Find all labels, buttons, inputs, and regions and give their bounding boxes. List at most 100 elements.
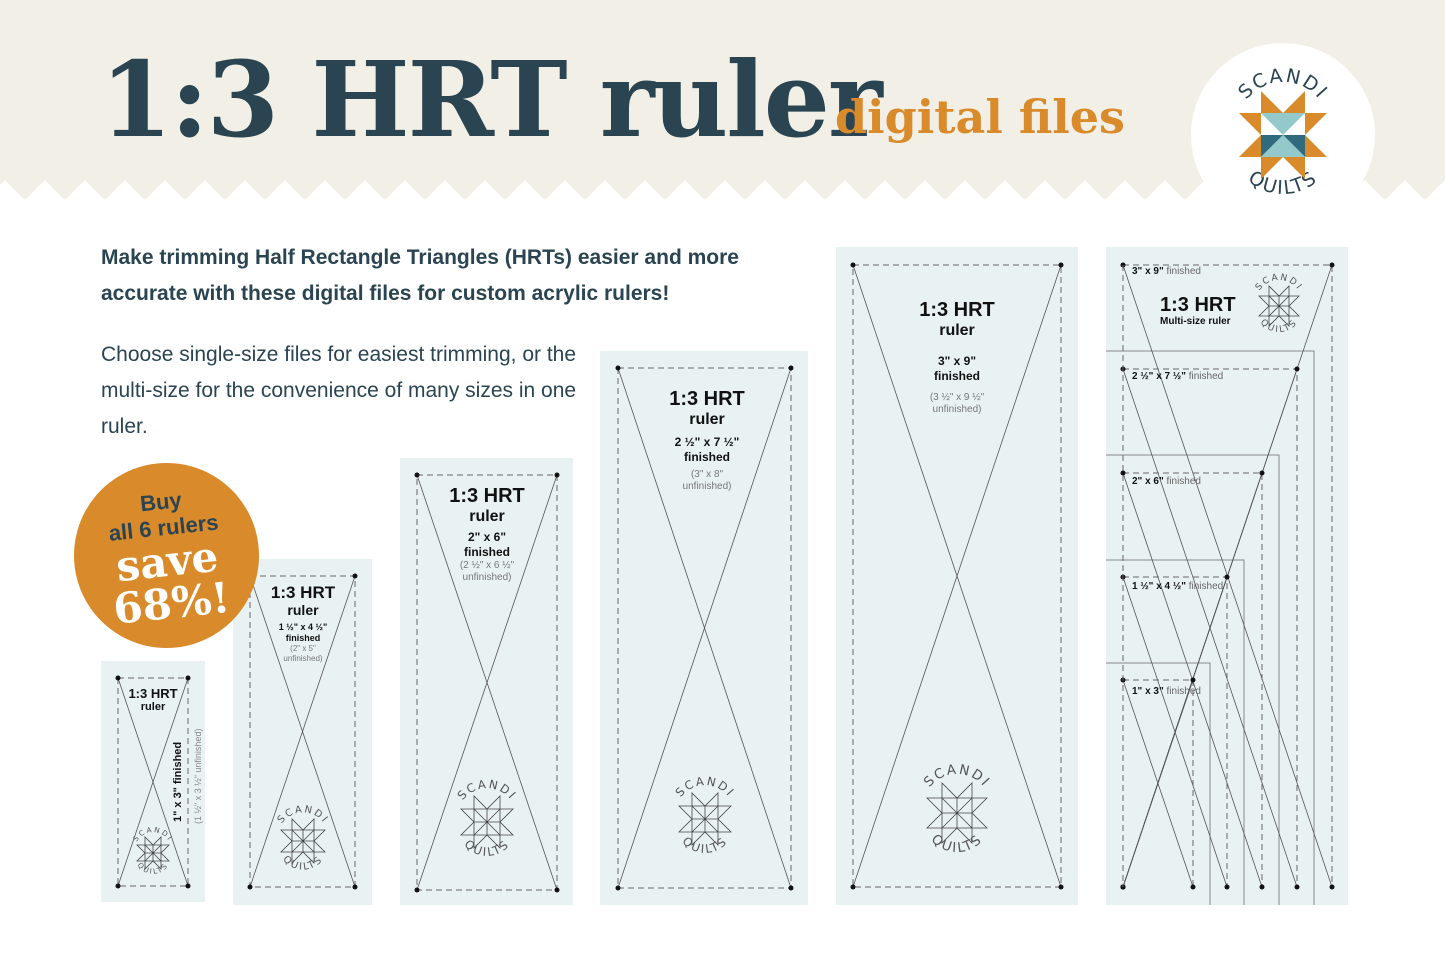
ruler-cut-line	[416, 474, 558, 891]
corner-dot	[1294, 366, 1300, 372]
ruler-diagonal	[416, 474, 558, 891]
corner-dot	[1329, 262, 1335, 268]
corner-dot	[615, 365, 621, 371]
scandi-quilts-logo-icon	[1258, 285, 1300, 327]
star-outline	[926, 782, 988, 844]
corner-dot	[1259, 470, 1265, 476]
corner-dot	[850, 262, 856, 268]
multi-size-label: 2 ½" x 7 ½" finished	[1132, 371, 1223, 382]
ruler-unfinished: (3 ½" x 9 ½"	[929, 392, 985, 403]
multi-title: 1:3 HRT	[1160, 294, 1236, 316]
logo-text-bottom: QUILTS	[462, 837, 513, 859]
corner-dot	[554, 472, 560, 478]
scandi-quilts-logo-icon	[136, 836, 170, 870]
star-point	[1283, 91, 1305, 113]
ruler-unfinished-label: unfinished)	[462, 572, 512, 583]
corner-dot	[185, 883, 191, 889]
star-point	[1261, 91, 1283, 113]
star-point	[1239, 135, 1261, 157]
finished-label: finished	[1166, 266, 1201, 277]
multi-size-label: 3" x 9" finished	[1132, 266, 1201, 277]
star-center	[1261, 135, 1305, 157]
ruler-finished-label: finished	[285, 633, 321, 643]
ruler-unfinished: (2" x 5"	[290, 644, 316, 653]
page-subtitle: digital files	[835, 90, 1125, 144]
corner-dot	[1190, 884, 1196, 890]
intro-lead: Make trimming Half Rectangle Triangles (…	[101, 246, 739, 305]
ruler-1-unfinished: (1 ½" x 3 ½" unfinished)	[193, 728, 203, 824]
multi-ruler-edge	[1106, 350, 1315, 905]
size: 1 ½" x 4 ½"	[1132, 581, 1186, 592]
corner-dot	[1259, 884, 1265, 890]
scandi-quilts-logo-icon	[678, 792, 732, 846]
size: 2 ½" x 7 ½"	[1132, 371, 1186, 382]
multi-size-label: 1 ½" x 4 ½" finished	[1132, 581, 1223, 592]
ruler-1-finished: 1" x 3" finished	[172, 741, 184, 822]
ruler-diagonal	[617, 367, 792, 889]
finished-label: finished	[1188, 371, 1224, 382]
ruler-title: 1:3 HRT	[449, 485, 525, 507]
ruler-2-label: 1:3 HRT ruler 1 ½" x 4 ½" finished (2" x…	[271, 584, 335, 664]
ruler-finished: 3" x 9"	[937, 354, 977, 368]
star-point	[1239, 113, 1261, 135]
corner-dot	[850, 884, 856, 890]
size: 3" x 9"	[1132, 266, 1164, 277]
multi-diagonal	[1122, 679, 1194, 888]
corner-dot	[615, 885, 621, 891]
corner-dot	[115, 675, 121, 681]
ruler-diagonal	[249, 575, 356, 888]
ruler-cut-line	[117, 677, 189, 887]
corner-dot	[1058, 262, 1064, 268]
ruler-finished-label: finished	[933, 369, 981, 383]
star-outline	[460, 795, 514, 849]
corner-dot	[352, 573, 358, 579]
star-outline	[136, 836, 170, 870]
corner-dot	[414, 887, 420, 893]
scandi-quilts-logo-icon	[926, 782, 988, 844]
ruler-finished: 1 ½" x 4 ½"	[278, 622, 328, 632]
corner-dot	[352, 884, 358, 890]
logo-text-bottom-path: QUILTS	[680, 834, 729, 856]
ruler-cut-line	[249, 575, 356, 888]
page-title: 1:3 HRT ruler	[100, 38, 883, 161]
ruler-unfinished: (3" x 8"	[690, 469, 724, 480]
corner-dot	[1190, 677, 1196, 683]
ruler-diagonal	[852, 264, 1062, 888]
star-point	[1305, 113, 1327, 135]
multi-cut-line	[1123, 264, 1333, 887]
corner-dot	[1329, 884, 1335, 890]
multi-sub: Multi-size ruler	[1160, 316, 1231, 327]
multi-ruler-edge	[1106, 662, 1211, 905]
ruler-sub: ruler	[469, 508, 505, 525]
ruler-title: 1:3 HRT	[128, 686, 178, 701]
ruler-unfinished: (2 ½" x 6 ½"	[459, 560, 515, 571]
finished-label: finished	[1166, 476, 1201, 487]
size: 2" x 6"	[1132, 476, 1164, 487]
intro-body: Choose single-size files for easiest tri…	[101, 343, 577, 438]
multi-cut-line	[1123, 472, 1263, 887]
ruler-sub: ruler	[287, 602, 319, 618]
star-outline	[280, 818, 326, 864]
corner-dot	[185, 675, 191, 681]
size: 1" x 3"	[1132, 686, 1164, 697]
ruler-cut-line	[617, 367, 792, 889]
ruler-5-label: 1:3 HRT ruler 3" x 9" finished (3 ½" x 9…	[919, 299, 995, 416]
ruler-panel	[600, 351, 808, 905]
star-outline	[1258, 285, 1300, 327]
ruler-title: 1:3 HRT	[919, 299, 995, 321]
finished-label: finished	[1166, 686, 1201, 697]
corner-dot	[554, 887, 560, 893]
ruler-cut-line	[852, 264, 1062, 888]
star-logo-icon	[1239, 91, 1327, 179]
logo-text-bottom: QUILTS	[680, 834, 731, 856]
corner-dot	[1224, 574, 1230, 580]
scandi-quilts-logo-icon	[460, 795, 514, 849]
ruler-4-label: 1:3 HRT ruler 2 ½" x 7 ½" finished (3" x…	[669, 388, 745, 493]
ruler-finished-label: finished	[463, 545, 511, 559]
ruler-unfinished-label: unfinished)	[283, 654, 323, 663]
corner-dot	[414, 472, 420, 478]
ruler-finished: 2 ½" x 7 ½"	[674, 435, 740, 449]
scandi-quilts-logo-icon	[280, 818, 326, 864]
star-point	[1305, 135, 1327, 157]
multi-ruler-edge	[1106, 454, 1280, 905]
